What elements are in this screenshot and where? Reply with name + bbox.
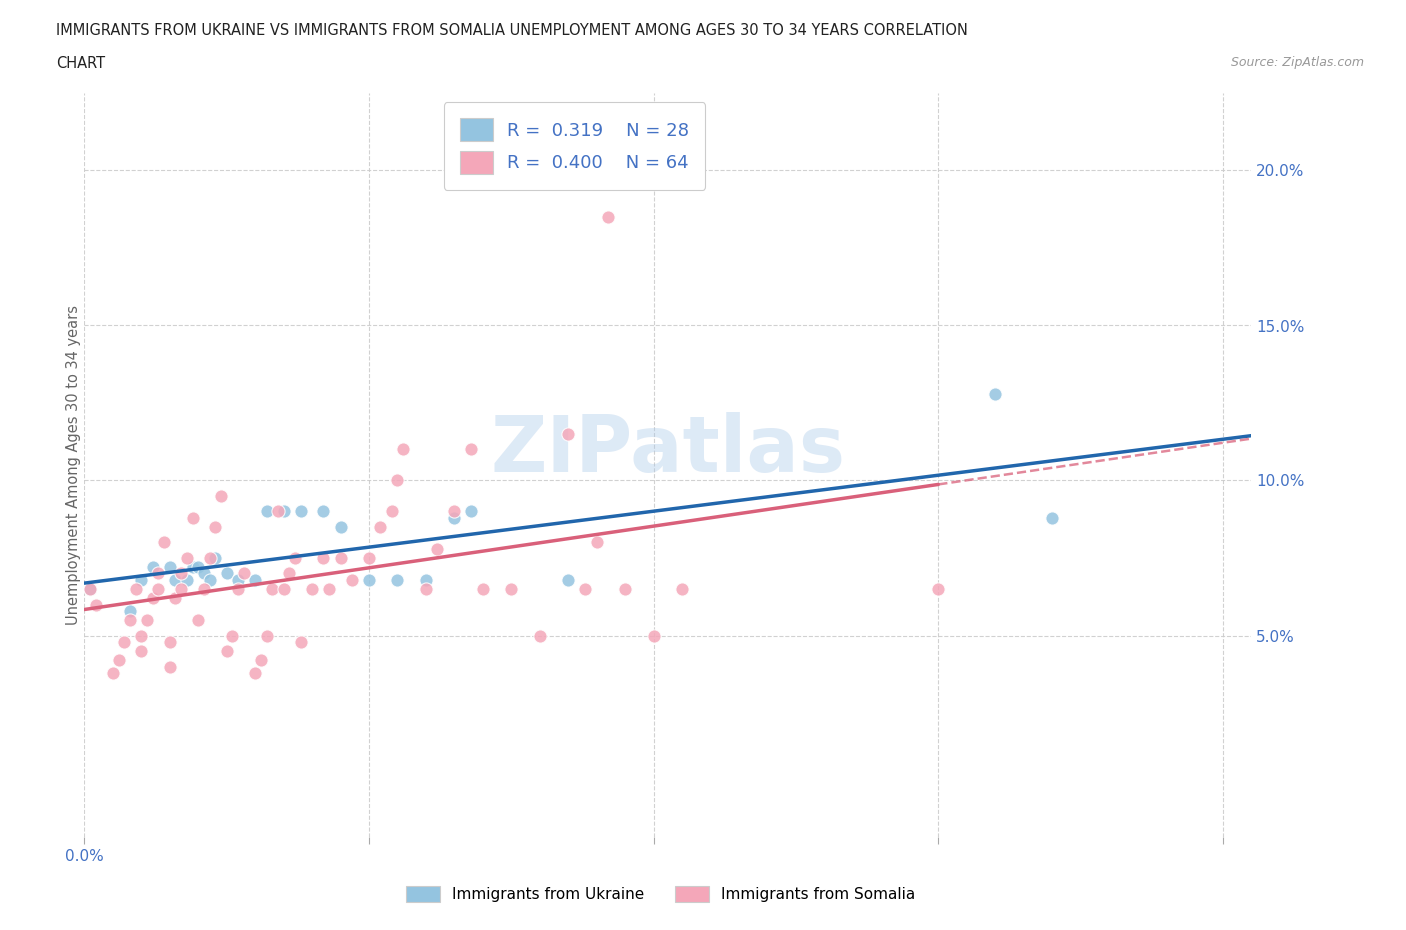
Point bbox=[290, 634, 312, 649]
Point bbox=[193, 566, 215, 581]
Text: Source: ZipAtlas.com: Source: ZipAtlas.com bbox=[1230, 56, 1364, 69]
Point bbox=[415, 581, 437, 596]
Point bbox=[585, 535, 607, 550]
Point bbox=[243, 665, 266, 680]
Point bbox=[370, 520, 392, 535]
Point bbox=[312, 504, 335, 519]
Point bbox=[142, 560, 165, 575]
Point bbox=[107, 653, 129, 668]
Point bbox=[198, 572, 221, 587]
Point bbox=[529, 628, 551, 643]
Point bbox=[329, 520, 352, 535]
Point bbox=[471, 581, 494, 596]
Point bbox=[79, 581, 101, 596]
Point bbox=[340, 572, 363, 587]
Point bbox=[557, 427, 579, 442]
Point bbox=[215, 644, 238, 658]
Point bbox=[129, 572, 152, 587]
Point bbox=[101, 665, 124, 680]
Point bbox=[312, 551, 335, 565]
Point bbox=[501, 581, 523, 596]
Point bbox=[129, 644, 152, 658]
Point bbox=[381, 504, 404, 519]
Point bbox=[129, 628, 152, 643]
Point bbox=[226, 581, 249, 596]
Point bbox=[118, 604, 141, 618]
Point bbox=[181, 511, 204, 525]
Point bbox=[226, 572, 249, 587]
Point bbox=[170, 566, 193, 581]
Point bbox=[79, 581, 101, 596]
Point bbox=[209, 488, 232, 503]
Point bbox=[460, 504, 482, 519]
Point bbox=[153, 535, 176, 550]
Y-axis label: Unemployment Among Ages 30 to 34 years: Unemployment Among Ages 30 to 34 years bbox=[66, 305, 80, 625]
Point bbox=[170, 581, 193, 596]
Point bbox=[671, 581, 693, 596]
Point bbox=[232, 566, 254, 581]
Point bbox=[927, 581, 949, 596]
Point bbox=[256, 628, 278, 643]
Point bbox=[357, 572, 380, 587]
Point bbox=[574, 581, 596, 596]
Point bbox=[290, 504, 312, 519]
Point bbox=[187, 560, 209, 575]
Point bbox=[215, 566, 238, 581]
Point bbox=[84, 597, 107, 612]
Point bbox=[387, 572, 409, 587]
Point bbox=[460, 442, 482, 457]
Point bbox=[221, 628, 243, 643]
Point bbox=[443, 504, 465, 519]
Point bbox=[159, 560, 181, 575]
Point bbox=[256, 504, 278, 519]
Point bbox=[273, 581, 295, 596]
Point bbox=[262, 581, 284, 596]
Point bbox=[614, 581, 637, 596]
Point bbox=[118, 613, 141, 628]
Point bbox=[284, 551, 307, 565]
Point bbox=[176, 551, 198, 565]
Point bbox=[426, 541, 449, 556]
Point bbox=[181, 560, 204, 575]
Point bbox=[159, 659, 181, 674]
Point bbox=[250, 653, 273, 668]
Point bbox=[193, 581, 215, 596]
Point bbox=[596, 209, 619, 224]
Point bbox=[243, 572, 266, 587]
Point bbox=[557, 572, 579, 587]
Point bbox=[159, 634, 181, 649]
Point bbox=[267, 504, 290, 519]
Point bbox=[415, 572, 437, 587]
Point bbox=[357, 551, 380, 565]
Point bbox=[112, 634, 135, 649]
Point bbox=[204, 551, 226, 565]
Point bbox=[136, 613, 159, 628]
Point bbox=[278, 566, 301, 581]
Point bbox=[1040, 511, 1063, 525]
Point bbox=[318, 581, 340, 596]
Point bbox=[329, 551, 352, 565]
Point bbox=[984, 386, 1007, 401]
Legend: Immigrants from Ukraine, Immigrants from Somalia: Immigrants from Ukraine, Immigrants from… bbox=[401, 880, 921, 909]
Point bbox=[387, 473, 409, 488]
Point bbox=[392, 442, 415, 457]
Point bbox=[176, 572, 198, 587]
Point bbox=[443, 511, 465, 525]
Point bbox=[301, 581, 323, 596]
Point bbox=[204, 520, 226, 535]
Point bbox=[643, 628, 665, 643]
Point bbox=[187, 613, 209, 628]
Point bbox=[273, 504, 295, 519]
Point bbox=[124, 581, 146, 596]
Point bbox=[198, 551, 221, 565]
Point bbox=[142, 591, 165, 605]
Point bbox=[148, 581, 170, 596]
Point bbox=[148, 566, 170, 581]
Text: IMMIGRANTS FROM UKRAINE VS IMMIGRANTS FROM SOMALIA UNEMPLOYMENT AMONG AGES 30 TO: IMMIGRANTS FROM UKRAINE VS IMMIGRANTS FR… bbox=[56, 23, 969, 38]
Point bbox=[165, 591, 187, 605]
Text: ZIPatlas: ZIPatlas bbox=[491, 412, 845, 488]
Legend: R =  0.319    N = 28, R =  0.400    N = 64: R = 0.319 N = 28, R = 0.400 N = 64 bbox=[444, 102, 706, 190]
Text: CHART: CHART bbox=[56, 56, 105, 71]
Point bbox=[165, 572, 187, 587]
